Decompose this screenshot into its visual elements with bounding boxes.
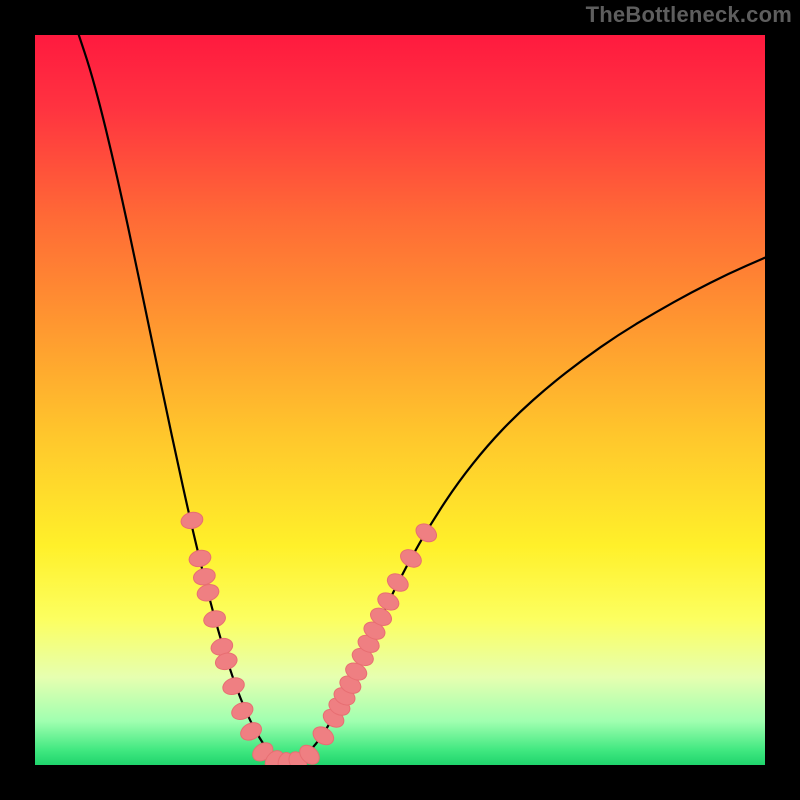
- plot-area: [35, 35, 765, 765]
- watermark-text: TheBottleneck.com: [586, 2, 792, 28]
- gradient-background: [35, 35, 765, 765]
- plot-svg: [35, 35, 765, 765]
- chart-canvas: TheBottleneck.com: [0, 0, 800, 800]
